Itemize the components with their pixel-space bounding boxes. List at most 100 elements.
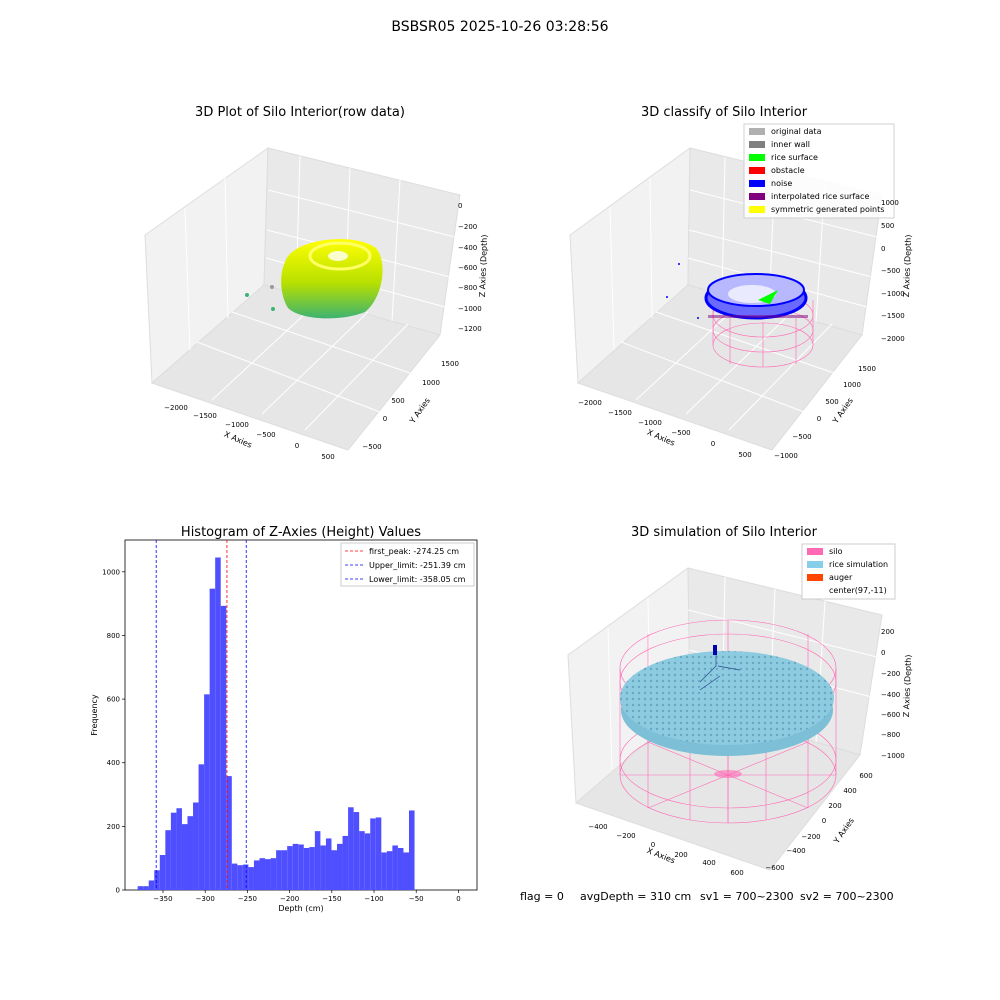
histogram-bar bbox=[181, 824, 188, 890]
histogram-bar bbox=[265, 859, 271, 890]
histogram-bar bbox=[359, 831, 365, 890]
legend-label: inner wall bbox=[771, 140, 810, 149]
histogram-bar bbox=[314, 831, 321, 890]
histogram-bar bbox=[386, 851, 393, 890]
histogram-bar bbox=[403, 852, 409, 890]
z-tick-label: 1000 bbox=[881, 199, 899, 207]
y-tick-label: 500 bbox=[825, 398, 838, 406]
z-tick-label: 0 bbox=[881, 245, 885, 253]
histogram-bar bbox=[159, 855, 166, 890]
histogram-bar bbox=[204, 694, 210, 890]
legend-swatch bbox=[749, 154, 765, 161]
outlier-points bbox=[245, 285, 275, 311]
histogram-bar bbox=[242, 864, 249, 890]
y-tick-label: −200 bbox=[801, 833, 820, 841]
histogram-bar bbox=[298, 844, 304, 890]
histogram-bar bbox=[148, 880, 155, 890]
histogram-bar bbox=[237, 865, 243, 890]
x-axis-label: X Axies bbox=[223, 430, 254, 450]
legend-swatch bbox=[749, 180, 765, 187]
legend-label: obstacle bbox=[771, 166, 805, 175]
y-tick-label: 800 bbox=[107, 632, 120, 640]
y-axis-label: Y Axies bbox=[831, 816, 856, 846]
panel-title: Histogram of Z-Axies (Height) Values bbox=[181, 525, 421, 540]
x-tick-label: −500 bbox=[671, 429, 690, 437]
y-tick-label: 0 bbox=[383, 415, 387, 423]
histogram-bar bbox=[170, 812, 177, 890]
histogram-bar bbox=[187, 816, 194, 890]
panel-simulation: 3D simulation of Silo Interior bbox=[567, 525, 913, 877]
y-tick-label: 0 bbox=[116, 887, 120, 895]
legend: silo rice simulation auger center(97,-11… bbox=[801, 543, 896, 600]
histogram-bar bbox=[193, 802, 199, 890]
histogram-bar bbox=[353, 812, 360, 890]
z-tick-label: −1000 bbox=[881, 290, 905, 298]
x-tick-label: 0 bbox=[295, 442, 299, 450]
histogram-bar bbox=[408, 810, 415, 890]
x-tick-label: −200 bbox=[280, 895, 299, 903]
y-tick-label: −500 bbox=[792, 433, 811, 441]
x-tick-label: −1000 bbox=[225, 421, 249, 429]
histogram-bar bbox=[303, 848, 310, 890]
x-tick-label: −1500 bbox=[608, 409, 632, 417]
legend-label: first_peak: -274.25 cm bbox=[369, 547, 459, 556]
x-tick-label: 200 bbox=[674, 851, 687, 859]
cloud-top-center bbox=[328, 251, 348, 261]
histogram-bar bbox=[320, 845, 326, 890]
sv2-text: sv2 = 700~2300 bbox=[800, 890, 894, 903]
histogram-bar bbox=[337, 843, 343, 890]
x-tick-label: −200 bbox=[616, 832, 635, 840]
panel-row-data: 3D Plot of Silo Interior(row data) −2000… bbox=[144, 105, 489, 461]
legend-label: interpolated rice surface bbox=[771, 192, 869, 201]
y-tick-label: −500 bbox=[362, 443, 381, 451]
histogram-bar bbox=[276, 850, 282, 890]
legend-label: auger bbox=[829, 573, 853, 582]
x-tick-label: 500 bbox=[738, 451, 751, 459]
interpolated-points bbox=[708, 315, 808, 318]
y-tick-label: 200 bbox=[828, 802, 841, 810]
status-line: flag = 0 avgDepth = 310 cm sv1 = 700~230… bbox=[520, 890, 894, 903]
auger-track bbox=[699, 652, 741, 691]
y-tick-label: 500 bbox=[391, 397, 404, 405]
x-axis-label: Depth (cm) bbox=[278, 904, 323, 913]
y-tick-label: 0 bbox=[822, 817, 826, 825]
legend-label: center(97,-11) bbox=[829, 586, 887, 595]
legend-label: Upper_limit: -251.39 cm bbox=[369, 561, 466, 570]
z-tick-label: 200 bbox=[881, 628, 894, 636]
z-tick-label: −600 bbox=[881, 711, 900, 719]
rice-simulation-surface bbox=[620, 651, 834, 745]
y-tick-label: 400 bbox=[107, 759, 120, 767]
histogram-bar bbox=[342, 835, 349, 890]
histogram-bar bbox=[281, 850, 288, 890]
legend-label: symmetric generated points bbox=[771, 205, 884, 214]
histogram-bar bbox=[209, 588, 216, 890]
histogram-bar bbox=[220, 605, 227, 890]
z-tick-label: 0 bbox=[881, 649, 885, 657]
x-tick-label: 400 bbox=[702, 859, 715, 867]
stray-noise-points bbox=[666, 263, 699, 319]
x-tick-label: −1500 bbox=[193, 412, 217, 420]
x-tick-label: −400 bbox=[588, 823, 607, 831]
histogram-bar bbox=[397, 848, 404, 890]
histogram-bar bbox=[215, 557, 221, 890]
x-tick-label: 600 bbox=[730, 869, 743, 877]
legend-label: noise bbox=[771, 179, 792, 188]
z-axis-label: Z Axies (Depth) bbox=[478, 234, 489, 297]
histogram-bar bbox=[309, 847, 315, 890]
legend-swatch bbox=[749, 193, 765, 200]
x-axis-ticks: −350 −300 −250 −200 −150 −100 −50 0 bbox=[153, 890, 461, 903]
z-tick-label: −1200 bbox=[458, 325, 482, 333]
histogram-bar bbox=[176, 808, 182, 890]
x-tick-label: −350 bbox=[153, 895, 172, 903]
histogram-bar bbox=[231, 863, 238, 890]
rice-surface-patch bbox=[758, 290, 778, 304]
histogram-bar bbox=[331, 850, 338, 890]
legend-swatch bbox=[807, 561, 823, 568]
histogram-bar bbox=[137, 886, 144, 890]
legend-label: silo bbox=[829, 547, 843, 556]
histogram-bar bbox=[226, 776, 232, 890]
histogram-bar bbox=[198, 764, 205, 890]
x-tick-label: −1000 bbox=[638, 419, 662, 427]
y-tick-label: 200 bbox=[107, 823, 120, 831]
